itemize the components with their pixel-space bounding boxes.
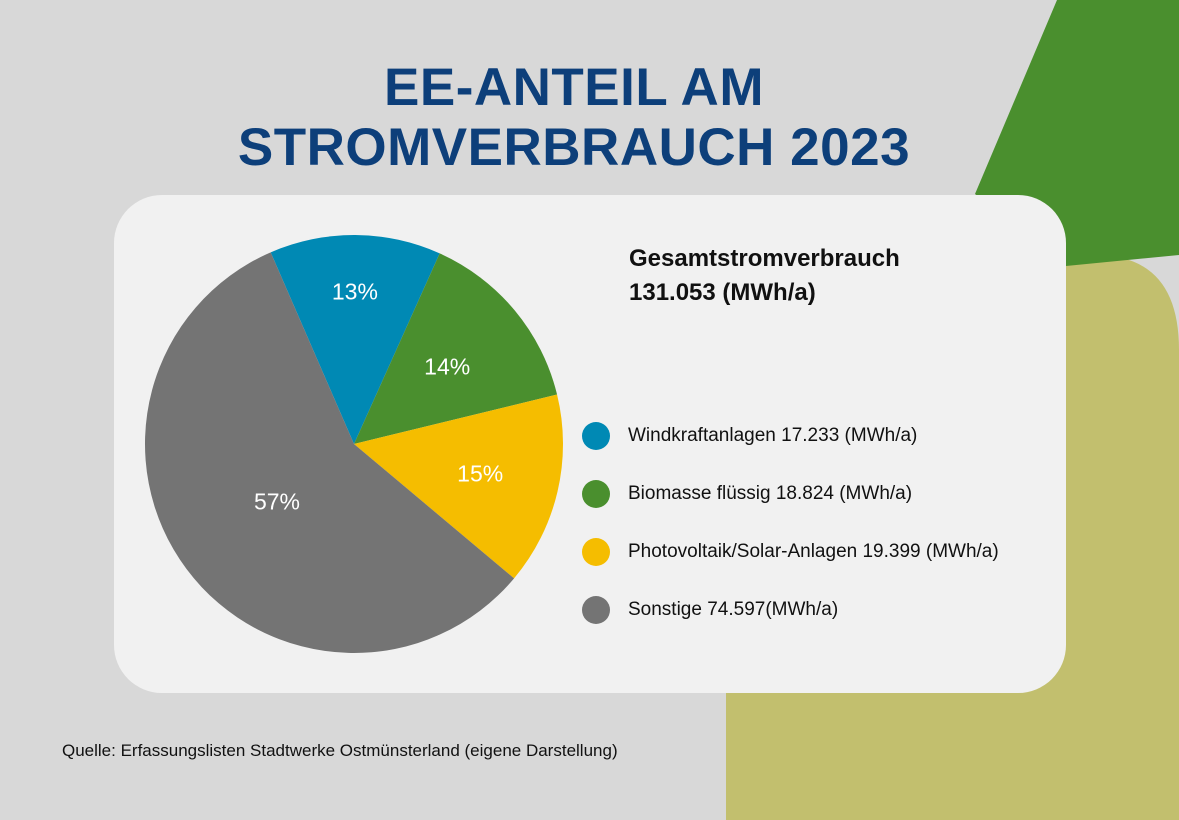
legend-label-biomass: Biomasse flüssig 18.824 (MWh/a) xyxy=(628,483,913,504)
pie-label-solar: 15% xyxy=(457,461,503,487)
pie-slice-wind xyxy=(270,234,440,444)
total-consumption: Gesamtstromverbrauch 131.053 (MWh/a) xyxy=(629,242,900,310)
title-line-2: STROMVERBRAUCH 2023 xyxy=(237,118,911,177)
legend-swatch-biomass xyxy=(582,480,610,508)
legend-swatch-other xyxy=(582,596,610,624)
page-title: EE-ANTEIL AM STROMVERBRAUCH 2023 xyxy=(0,58,1148,178)
source-note: Quelle: Erfassungslisten Stadtwerke Ostm… xyxy=(62,741,618,760)
legend-item-wind: Windkraftanlagen 17.233 (MWh/a) xyxy=(582,407,999,465)
legend-item-solar: Photovoltaik/Solar-Anlagen 19.399 (MWh/a… xyxy=(582,523,999,581)
legend-label-solar: Photovoltaik/Solar-Anlagen 19.399 (MWh/a… xyxy=(628,541,999,562)
legend-item-other: Sonstige 74.597(MWh/a) xyxy=(582,581,999,639)
legend-label-other: Sonstige 74.597(MWh/a) xyxy=(628,599,839,620)
pie-slice-other xyxy=(144,252,515,653)
pie-slice-solar xyxy=(354,394,563,579)
pie-label-other: 57% xyxy=(254,489,300,515)
legend-label-wind: Windkraftanlagen 17.233 (MWh/a) xyxy=(628,425,918,446)
title-line-1: EE-ANTEIL AM xyxy=(384,58,764,117)
chart-card: 13% 14% 15% 57% Gesamtstromverbrauch 131.05… xyxy=(114,195,1066,693)
total-value: 131.053 (MWh/a) xyxy=(629,279,816,306)
legend: Windkraftanlagen 17.233 (MWh/a) Biomasse… xyxy=(582,407,999,639)
legend-swatch-solar xyxy=(582,538,610,566)
total-label: Gesamtstromverbrauch xyxy=(629,245,900,272)
legend-swatch-wind xyxy=(582,422,610,450)
pie-slice-biomass xyxy=(354,253,558,444)
pie-chart: 13% 14% 15% 57% xyxy=(144,234,563,653)
legend-item-biomass: Biomasse flüssig 18.824 (MWh/a) xyxy=(582,465,999,523)
pie-label-biomass: 14% xyxy=(424,354,470,380)
pie-label-wind: 13% xyxy=(332,278,378,304)
